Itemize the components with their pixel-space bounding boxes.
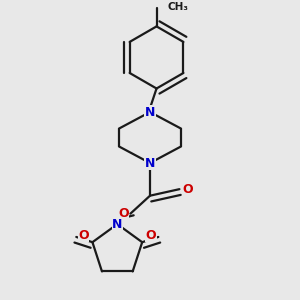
Text: O: O [182,183,193,196]
Text: O: O [78,229,89,242]
Text: O: O [146,229,157,242]
Text: N: N [145,157,155,169]
Text: CH₃: CH₃ [168,2,189,12]
Text: N: N [112,218,122,231]
Text: O: O [118,207,128,220]
Text: N: N [145,106,155,118]
